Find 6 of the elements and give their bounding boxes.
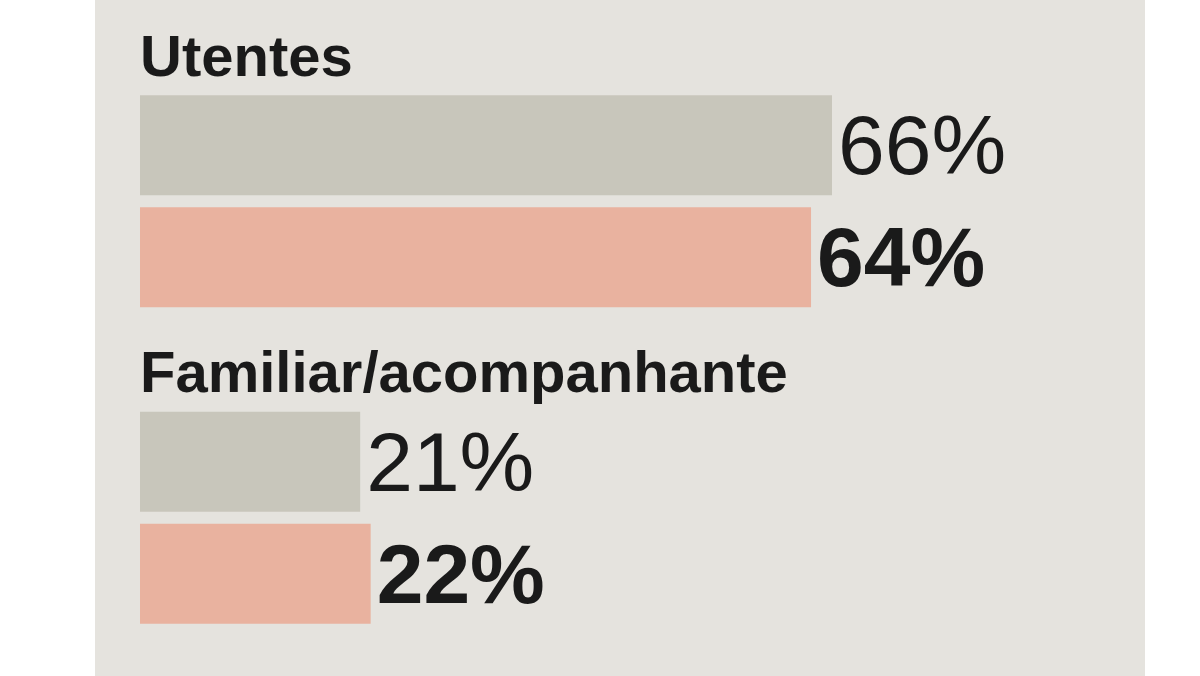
data-label: 64% <box>817 210 986 305</box>
data-label: 21% <box>366 414 535 509</box>
y-tick-label: Familiar/acompanhante <box>140 339 788 405</box>
y-tick-label: Utentes <box>140 22 353 88</box>
data-label: 22% <box>376 526 545 621</box>
data-label: 66% <box>838 98 1007 193</box>
